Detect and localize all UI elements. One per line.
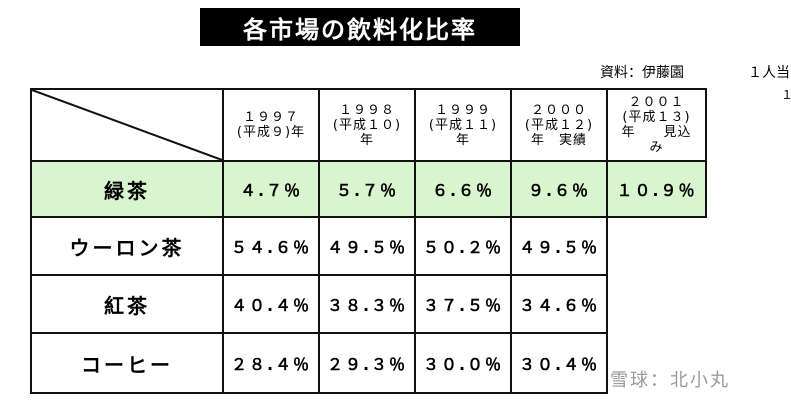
cell-value: ５４.６％: [222, 216, 320, 276]
column-header: １９９９ (平成１１) 年: [414, 88, 512, 162]
cell-value: １０.９％: [606, 160, 707, 218]
header-line: (平成１０): [332, 117, 402, 133]
cell-value: ４０.４％: [222, 274, 320, 334]
cell-value: ３７.５％: [414, 274, 512, 334]
header-line: (平成１１): [428, 117, 498, 133]
column-header: ２０００ (平成１２) 年 実績: [510, 88, 608, 162]
cell-value: ５０.２％: [414, 216, 512, 276]
header-line: (平成９)年: [236, 125, 306, 140]
header-line: 年: [455, 132, 470, 148]
cell-value: ５.７％: [318, 160, 416, 218]
header-line: 年: [359, 132, 374, 148]
column-header: １９９７ (平成９)年: [222, 88, 320, 162]
cell-value: ３４.６％: [510, 274, 608, 334]
cell-value: ４９.５％: [510, 216, 608, 276]
row-label: ウーロン茶: [30, 216, 224, 276]
header-line: １９９８: [338, 102, 395, 118]
title-box: 各市場の飲料化比率: [200, 8, 520, 46]
cell-value: ４.７％: [222, 160, 320, 218]
column-header: ２００１ (平成１３) 年 見込み: [606, 88, 707, 162]
cell-value: ２９.３％: [318, 332, 416, 394]
note: １: [781, 88, 791, 102]
header-line: ２０００: [530, 102, 587, 118]
row-label: 紅茶: [30, 274, 224, 334]
header-line: 年 見込: [621, 125, 692, 140]
note: １人当: [748, 65, 790, 81]
corner-cell: [30, 88, 224, 162]
header-line: ２００１: [628, 95, 685, 110]
header-line: み: [649, 140, 664, 155]
row-label: 緑茶: [30, 160, 224, 218]
header-line: (平成１２): [524, 117, 594, 133]
watermark: 雪球：北小丸: [610, 370, 730, 391]
source: 資料：伊藤園: [600, 65, 684, 81]
header-line: １９９９: [434, 102, 491, 118]
header-line: (平成１３): [622, 110, 691, 125]
header-line: １９９７: [242, 110, 299, 125]
cell-value: ３０.０％: [414, 332, 512, 394]
header-line: 年 実績: [530, 132, 587, 148]
border-line: [606, 216, 608, 392]
cell-value: ４９.５％: [318, 216, 416, 276]
diagonal: [32, 90, 222, 160]
row-label: コーヒー: [30, 332, 224, 394]
cell-value: ９.６％: [510, 160, 608, 218]
title: 各市場の飲料化比率: [243, 15, 477, 44]
cell-value: ３８.３％: [318, 274, 416, 334]
cell-value: ６.６％: [414, 160, 512, 218]
cell-value: ２８.４％: [222, 332, 320, 394]
column-header: １９９８ (平成１０) 年: [318, 88, 416, 162]
cell-value: ３０.４％: [510, 332, 608, 394]
